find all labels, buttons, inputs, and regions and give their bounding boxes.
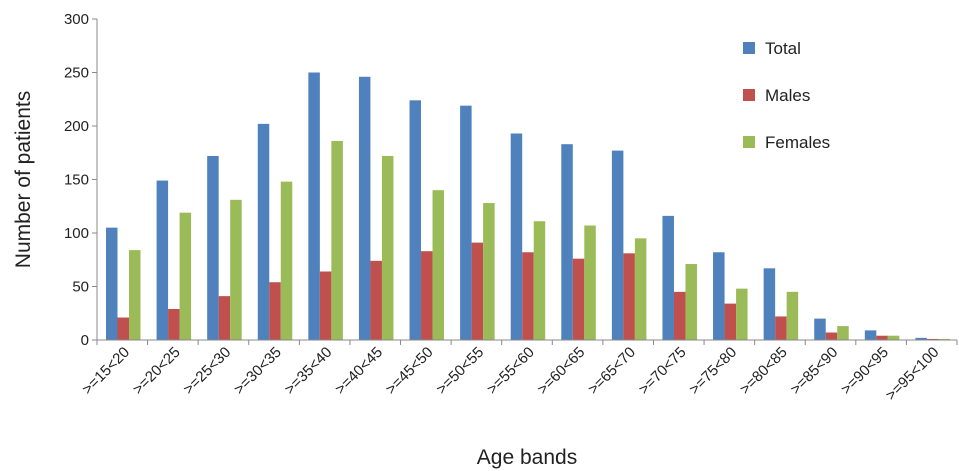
legend-swatch-males [743,89,755,101]
bar-males [724,303,737,340]
bar-total [106,227,118,340]
bar-males [117,317,129,340]
x-axis-title: Age bands [477,446,577,469]
x-tick-label: >=85<90 [787,344,841,398]
bar-males [926,338,939,340]
legend-swatch-total [743,42,755,54]
y-axis-title: Number of patients [12,91,35,268]
bar-females [129,250,141,340]
bar-total [763,268,776,340]
bar-females [483,203,495,340]
bar-males [825,332,838,340]
y-tick-label: 50 [72,279,89,296]
bar-females [736,288,748,340]
x-tick-label: >=20<25 [130,344,184,398]
x-tick-label: >=40<45 [332,344,386,398]
bar-total [207,155,219,340]
legend-label-females: Females [765,133,830,152]
x-tick-label: >=25<30 [180,344,234,398]
bar-total [257,123,270,340]
bar-males [876,335,888,340]
bar-females [179,212,192,340]
bar-females [837,326,849,340]
bar-females [280,181,293,340]
bar-males [370,260,382,340]
bar-females [432,190,445,340]
y-tick-label: 200 [64,118,89,135]
bar-total [915,337,927,340]
y-tick-label: 300 [64,11,89,28]
bar-males [673,291,686,340]
bar-females [887,335,900,340]
bar-males [421,251,433,340]
bar-males [522,252,534,340]
bar-males [623,253,635,340]
bar-total [864,330,877,340]
bar-total [662,215,674,340]
legend-label-males: Males [765,86,810,105]
bar-males [572,258,585,340]
bars-layer [106,72,950,340]
y-tick-label: 150 [64,172,89,189]
bar-females [938,338,950,340]
bar-females [584,225,596,340]
bar-total [713,252,725,340]
bar-total [611,150,624,340]
bar-males [168,308,180,340]
bar-males [319,271,332,340]
bar-females [230,199,242,340]
x-tick-label: >=75<80 [686,344,740,398]
bar-total [460,105,472,340]
x-tick-label: >=15<20 [79,344,133,398]
x-tick-label: >=60<65 [534,344,588,398]
bar-males [471,242,484,340]
bar-total [510,133,523,340]
bar-total [308,72,320,340]
bar-females [685,264,697,340]
x-ticks: >=15<20>=20<25>=25<30>=30<35>=35<40>=40<… [79,340,958,404]
legend-swatch-females [743,136,755,148]
bar-total [358,76,371,340]
bar-males [218,296,231,340]
x-tick-label: >=70<75 [635,344,689,398]
legend-label-total: Total [765,39,801,58]
bar-total [561,144,573,340]
bar-females [331,140,343,340]
bar-males [775,316,787,340]
y-ticks: 0 50 100 150 200 250 300 [64,11,97,349]
x-tick-label: >=55<60 [484,344,538,398]
x-tick-label: >=95<100 [882,344,942,404]
bar-total [409,100,422,340]
y-tick-label: 0 [81,332,89,349]
bar-males [269,282,281,340]
bar-total [814,318,826,340]
legend: Total Males Females [743,39,830,152]
x-tick-label: >=30<35 [231,344,285,398]
bar-females [381,155,394,340]
x-tick-label: >=35<40 [281,344,335,398]
bar-females [786,291,799,340]
x-tick-label: >=50<55 [433,344,487,398]
bar-females [533,221,546,340]
bar-total [156,180,169,340]
x-tick-label: >=45<50 [382,344,436,398]
bar-females [634,238,647,340]
y-tick-label: 250 [64,65,89,82]
x-tick-label: >=80<85 [737,344,791,398]
x-tick-label: >=65<70 [585,344,639,398]
y-tick-label: 100 [64,225,89,242]
